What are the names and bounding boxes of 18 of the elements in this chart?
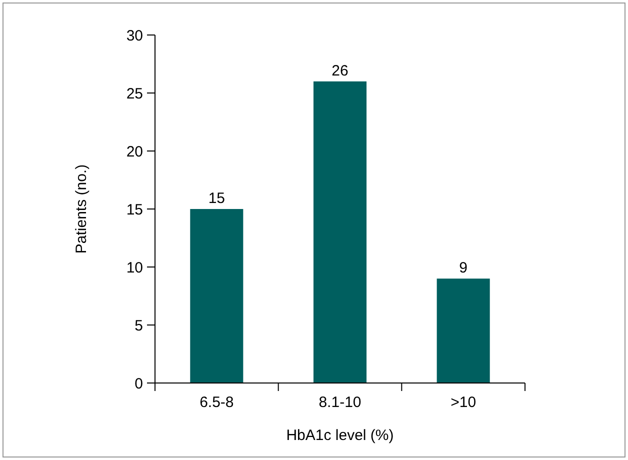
y-tick-label: 15 xyxy=(126,201,143,218)
x-tick-label: 8.1-10 xyxy=(318,394,362,411)
y-tick-label: 20 xyxy=(126,143,143,160)
y-tick-label: 0 xyxy=(134,375,143,392)
bar xyxy=(313,81,367,383)
x-tick-label: >10 xyxy=(450,394,476,411)
y-tick-label: 5 xyxy=(134,317,143,334)
y-axis-title: Patients (no.) xyxy=(73,164,90,254)
y-tick-label: 30 xyxy=(126,27,143,44)
bar xyxy=(436,278,490,383)
y-tick-label: 25 xyxy=(126,85,143,102)
x-axis-title: HbA1c level (%) xyxy=(286,427,394,444)
y-tick-label: 10 xyxy=(126,259,143,276)
bar xyxy=(190,209,244,383)
data-label: 15 xyxy=(208,190,226,207)
data-label: 26 xyxy=(332,62,348,80)
data-label: 9 xyxy=(459,260,468,277)
x-tick-label: 6.5-8 xyxy=(200,394,234,411)
